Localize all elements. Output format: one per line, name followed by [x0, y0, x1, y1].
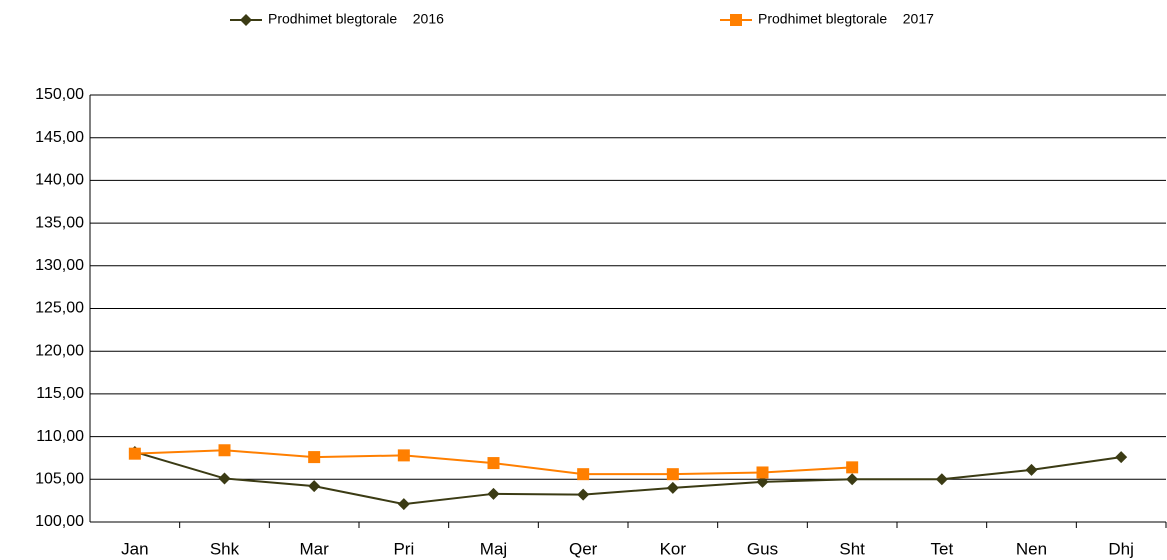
point — [1115, 451, 1128, 464]
y-tick-label: 105,00 — [35, 471, 84, 488]
x-tick-label: Nen — [1016, 539, 1047, 558]
x-tick-label: Jan — [121, 539, 148, 558]
x-tick-label: Maj — [480, 539, 507, 558]
legend-label: Prodhimet blegtorale 2017 — [758, 11, 934, 27]
legend-marker — [730, 14, 742, 26]
point — [756, 475, 769, 488]
x-tick-label: Kor — [660, 539, 687, 558]
point — [1025, 463, 1038, 476]
point — [308, 480, 321, 493]
x-tick-label: Dhj — [1108, 539, 1134, 558]
x-tick-label: Sht — [839, 539, 865, 558]
y-tick-label: 140,00 — [35, 172, 84, 189]
point — [846, 473, 859, 486]
point — [218, 444, 231, 457]
point — [577, 488, 590, 501]
point — [846, 461, 859, 474]
series-line — [134, 451, 1122, 506]
point — [308, 451, 321, 464]
legend-marker — [240, 14, 252, 26]
y-tick-label: 110,00 — [36, 428, 84, 445]
x-tick-label: Shk — [210, 539, 240, 558]
legend-label: Prodhimet blegtorale 2016 — [268, 11, 444, 27]
point — [666, 468, 679, 481]
point — [487, 457, 500, 470]
y-tick-label: 145,00 — [35, 129, 84, 146]
point — [218, 472, 231, 485]
point — [128, 447, 141, 460]
x-tick-label: Mar — [300, 539, 330, 558]
point — [935, 473, 948, 486]
point — [666, 481, 679, 494]
x-tick-label: Tet — [930, 539, 953, 558]
y-tick-label: 125,00 — [35, 300, 84, 317]
point — [756, 466, 769, 479]
point — [397, 498, 410, 511]
y-tick-label: 100,00 — [35, 513, 84, 530]
x-tick-label: Pri — [393, 539, 414, 558]
point — [577, 468, 590, 481]
x-tick-label: Gus — [747, 539, 778, 558]
y-tick-label: 115,00 — [36, 385, 84, 402]
y-tick-label: 135,00 — [35, 214, 84, 231]
y-tick-label: 130,00 — [35, 257, 84, 274]
y-tick-label: 120,00 — [35, 342, 84, 359]
x-tick-label: Qer — [569, 539, 598, 558]
point — [397, 449, 410, 462]
y-tick-label: 150,00 — [35, 86, 84, 103]
point — [487, 487, 500, 500]
